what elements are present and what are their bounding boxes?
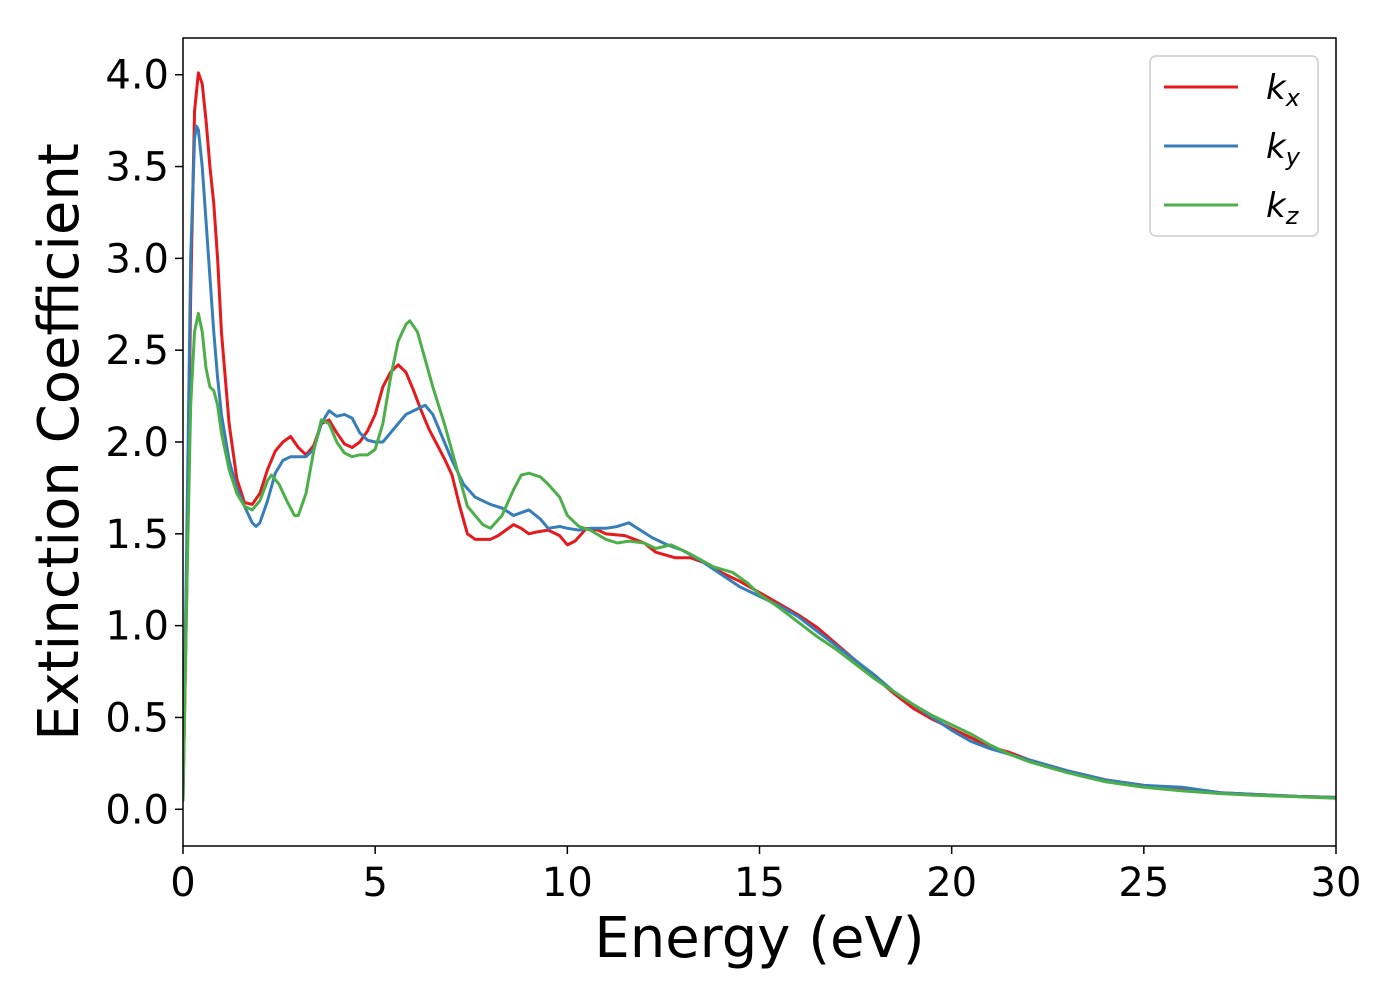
y-tick-label: 3.5 <box>105 145 169 191</box>
y-tick-label: 2.0 <box>105 420 169 466</box>
legend-label-ky: ky <box>1266 127 1301 171</box>
x-tick-label: 10 <box>542 860 593 906</box>
plot-area <box>183 71 1336 802</box>
y-tick-label: 1.0 <box>105 604 169 650</box>
y-tick-label: 1.5 <box>105 512 169 558</box>
x-axis-ticks: 0 5 10 15 20 25 30 <box>170 846 1361 906</box>
x-tick-label: 30 <box>1311 860 1362 906</box>
y-tick-label: 2.5 <box>105 328 169 374</box>
x-tick-label: 0 <box>170 860 195 906</box>
x-tick-label: 20 <box>926 860 977 906</box>
x-tick-label: 5 <box>362 860 387 906</box>
y-tick-label: 3.0 <box>105 236 169 282</box>
x-tick-label: 25 <box>1118 860 1169 906</box>
series-line-kx <box>183 71 1336 802</box>
series-line-kz <box>183 311 1336 802</box>
y-tick-label: 0.5 <box>105 695 169 741</box>
y-tick-label: 0.0 <box>105 787 169 833</box>
x-axis-label: Energy (eV) <box>594 906 924 971</box>
y-axis-label: Extinction Coefficient <box>27 143 92 741</box>
x-tick-label: 15 <box>734 860 785 906</box>
legend-label-kx: kx <box>1266 68 1301 112</box>
legend-label-kz: kz <box>1266 186 1300 230</box>
y-axis-ticks: 0.0 0.5 1.0 1.5 2.0 2.5 3.0 3.5 4.0 <box>105 53 183 833</box>
y-tick-label: 4.0 <box>105 53 169 99</box>
legend: kx ky kz <box>1149 55 1319 237</box>
